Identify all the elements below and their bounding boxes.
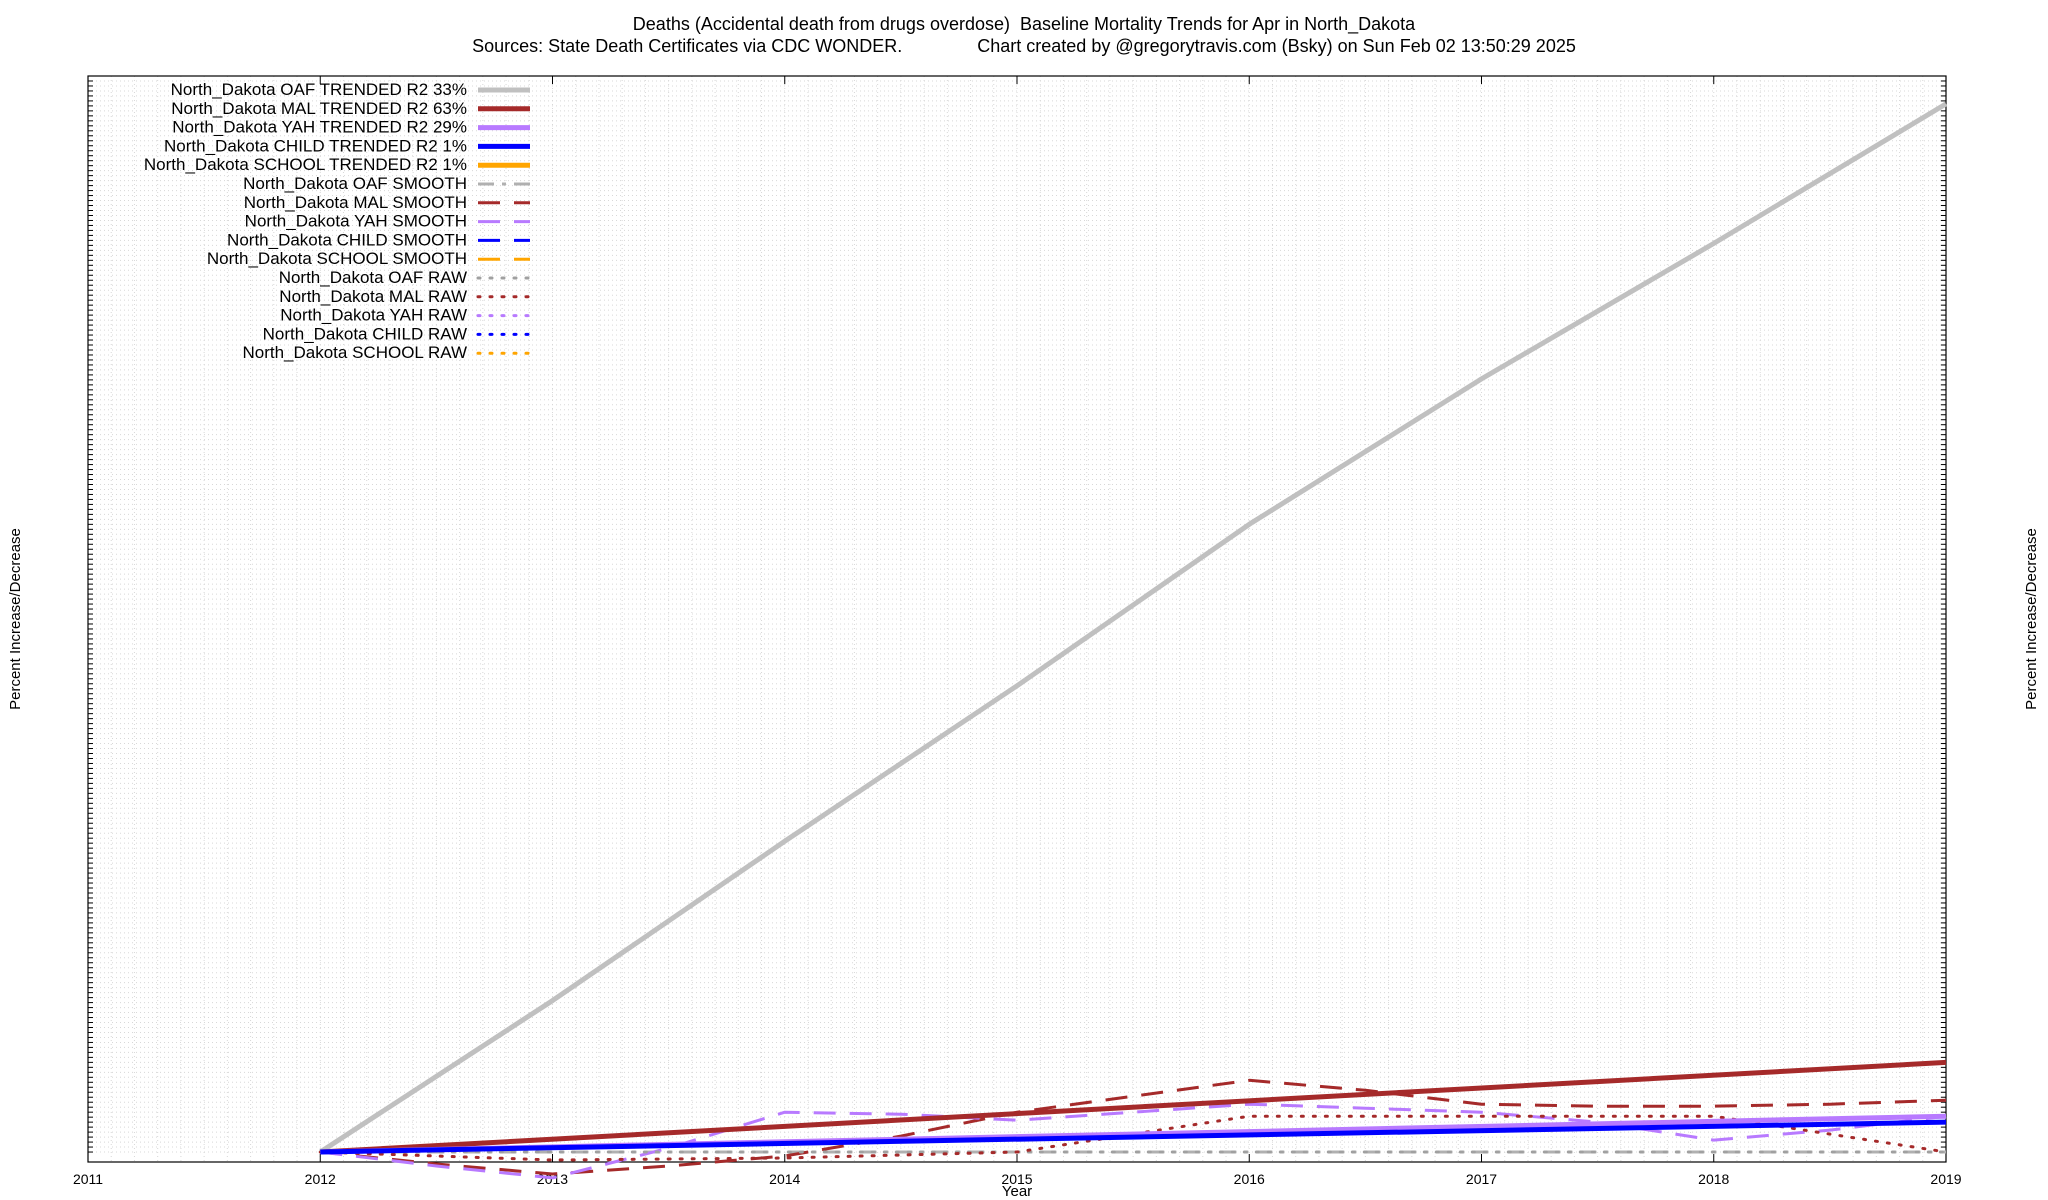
chart-subtitle: Sources: State Death Certificates via CD…	[472, 36, 1576, 56]
series-line	[320, 1102, 1947, 1180]
grid	[87, 75, 1947, 1162]
legend-label: North_Dakota OAF RAW	[279, 268, 467, 287]
legend-label: North_Dakota YAH TRENDED R2 29%	[172, 118, 467, 137]
x-axis-label: Year	[1002, 1183, 1032, 1200]
y-ticks	[88, 75, 1946, 1153]
legend-label: North_Dakota SCHOOL SMOOTH	[207, 249, 467, 268]
series-line	[320, 1059, 1947, 1155]
legend-label: North_Dakota MAL SMOOTH	[244, 193, 467, 212]
x-tick-label: 2016	[1234, 1171, 1265, 1187]
legend-label: North_Dakota OAF SMOOTH	[243, 174, 467, 193]
series-line	[320, 1078, 1947, 1176]
legend: North_Dakota OAF TRENDED R2 33%North_Dak…	[144, 80, 532, 362]
x-tick-label: 2011	[73, 1171, 103, 1187]
series-line	[318, 1114, 1948, 1162]
x-tick-label: 2015	[1001, 1171, 1032, 1187]
y-axis-label-right: Percent Increase/Decrease	[2023, 528, 2040, 710]
legend-label: North_Dakota CHILD SMOOTH	[227, 230, 467, 249]
legend-label: North_Dakota SCHOOL TRENDED R2 1%	[144, 155, 467, 174]
legend-label: North_Dakota MAL TRENDED R2 63%	[171, 99, 467, 118]
y-axis-label-left: Percent Increase/Decrease	[7, 528, 24, 710]
chart-title: Deaths (Accidental death from drugs over…	[632, 14, 1416, 34]
legend-label: North_Dakota CHILD TRENDED R2 1%	[164, 136, 467, 155]
legend-label: North_Dakota YAH RAW	[280, 306, 467, 325]
x-tick-label: 2019	[1930, 1171, 1961, 1187]
x-tick-label: 2017	[1466, 1171, 1497, 1187]
x-tick-label: 2012	[305, 1171, 336, 1187]
series-line	[318, 101, 1948, 1155]
series-line	[320, 1119, 1947, 1155]
legend-label: North_Dakota MAL RAW	[279, 287, 467, 306]
legend-label: North_Dakota YAH SMOOTH	[245, 212, 467, 231]
x-tick-label: 2014	[769, 1171, 800, 1187]
legend-label: North_Dakota OAF TRENDED R2 33%	[171, 80, 467, 99]
x-tick-label: 2018	[1698, 1171, 1729, 1187]
legend-label: North_Dakota SCHOOL RAW	[242, 343, 467, 362]
legend-label: North_Dakota CHILD RAW	[263, 324, 467, 343]
